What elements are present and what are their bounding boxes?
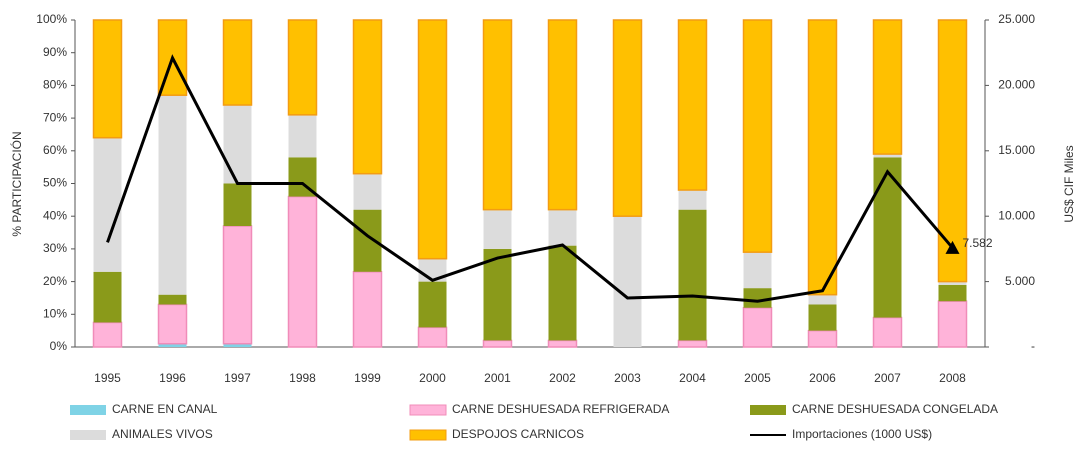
bar-segment (612, 19, 643, 217)
bar-segment (158, 343, 187, 347)
bar-segment (482, 339, 513, 348)
bar-segment (92, 321, 123, 348)
y-axis-label: % PARTICIPACIÓN (9, 131, 24, 236)
bar-segment (417, 19, 448, 260)
x-tick-label: 2003 (614, 371, 641, 385)
legend-label: CARNE DESHUESADA REFRIGERADA (452, 402, 669, 416)
bar-segment (158, 95, 187, 295)
bar-segment (743, 288, 772, 308)
bar-segment (222, 225, 253, 345)
legend-label: ANIMALES VIVOS (112, 427, 213, 441)
legend-swatch (409, 429, 447, 441)
y-tick-label: 70% (43, 110, 67, 124)
bar-segment (743, 252, 772, 289)
x-tick-label: 1999 (354, 371, 381, 385)
bar-segment (93, 137, 122, 272)
x-tick-label: 2006 (809, 371, 836, 385)
bar-segment (873, 154, 902, 158)
bar-segment (482, 19, 513, 211)
y-tick-label: 100% (36, 12, 67, 26)
bar-segment (93, 271, 122, 323)
bar-segment (352, 271, 383, 348)
bar-segment (287, 195, 318, 348)
y2-tick-label: - (1031, 339, 1035, 353)
bar-segment (807, 19, 838, 296)
y-tick-label: 50% (43, 176, 67, 190)
y2-tick-label: 10.000 (998, 208, 1035, 222)
legend-label: DESPOJOS CARNICOS (452, 427, 584, 441)
x-tick-label: 2000 (419, 371, 446, 385)
bar-segment (352, 19, 383, 175)
x-tick-label: 2007 (874, 371, 901, 385)
bar-segment (287, 19, 318, 116)
y-tick-label: 30% (43, 241, 67, 255)
bar-segment (807, 329, 838, 348)
bar-segment (677, 19, 708, 191)
y2-tick-label: 5.000 (1005, 274, 1035, 288)
x-tick-label: 2001 (484, 371, 511, 385)
y-tick-label: 20% (43, 274, 67, 288)
x-tick-label: 2004 (679, 371, 706, 385)
bar-segment (678, 209, 707, 341)
bar-segment (223, 183, 252, 227)
x-tick-label: 2002 (549, 371, 576, 385)
bar-segment (222, 19, 253, 106)
y2-tick-label: 20.000 (998, 78, 1035, 92)
bar-segment (808, 294, 837, 305)
line (106, 54, 954, 303)
y2-tick-label: 25.000 (998, 12, 1035, 26)
bar-segment (548, 209, 577, 246)
bar-segment (938, 284, 967, 302)
legend-swatch (750, 405, 786, 415)
bar-segment (677, 339, 708, 348)
bar-segment (417, 326, 448, 348)
x-tick-label: 1998 (289, 371, 316, 385)
y-tick-label: 80% (43, 78, 67, 92)
bar-segment (548, 245, 577, 341)
bar-segment (418, 281, 447, 328)
legend-label: CARNE EN CANAL (112, 402, 218, 416)
bar-segment (223, 343, 252, 347)
x-tick-label: 2005 (744, 371, 771, 385)
bar-segment (547, 339, 578, 348)
legend-swatch (70, 430, 106, 440)
bar-segment (158, 294, 187, 305)
x-tick-label: 1997 (224, 371, 251, 385)
bar-segment (938, 281, 967, 285)
bar-segment (92, 19, 123, 139)
legend-label: Importaciones (1000 US$) (792, 427, 932, 441)
legend-swatch (70, 405, 106, 415)
bar-segment (157, 303, 188, 345)
bar-segment (872, 316, 903, 348)
bar-segment (937, 300, 968, 348)
bar-segment (353, 173, 382, 210)
bar-segment (742, 307, 773, 348)
y-tick-label: 40% (43, 208, 67, 222)
legend-swatch (409, 404, 447, 416)
bar-segment (872, 19, 903, 155)
bar-segment (808, 304, 837, 331)
x-tick-label: 1995 (94, 371, 121, 385)
x-tick-label: 2008 (939, 371, 966, 385)
bar-segment (483, 248, 512, 341)
y-tick-label: 0% (50, 339, 68, 353)
x-tick-label: 1996 (159, 371, 186, 385)
y-tick-label: 10% (43, 306, 67, 320)
bar-segment (288, 114, 317, 158)
bar-segment (678, 190, 707, 210)
bar-segment (613, 216, 642, 347)
bar-segment (547, 19, 578, 211)
bar-segment (223, 105, 252, 184)
legend-label: CARNE DESHUESADA CONGELADA (792, 402, 998, 416)
y-tick-label: 90% (43, 45, 67, 59)
y2-tick-label: 15.000 (998, 143, 1035, 157)
bar-segment (483, 209, 512, 249)
marker (945, 240, 960, 254)
y2-axis-label: US$ CIF Miles (1062, 145, 1076, 222)
bar-segment (742, 19, 773, 253)
y-tick-label: 60% (43, 143, 67, 157)
data-label: 7.582 (963, 236, 993, 250)
